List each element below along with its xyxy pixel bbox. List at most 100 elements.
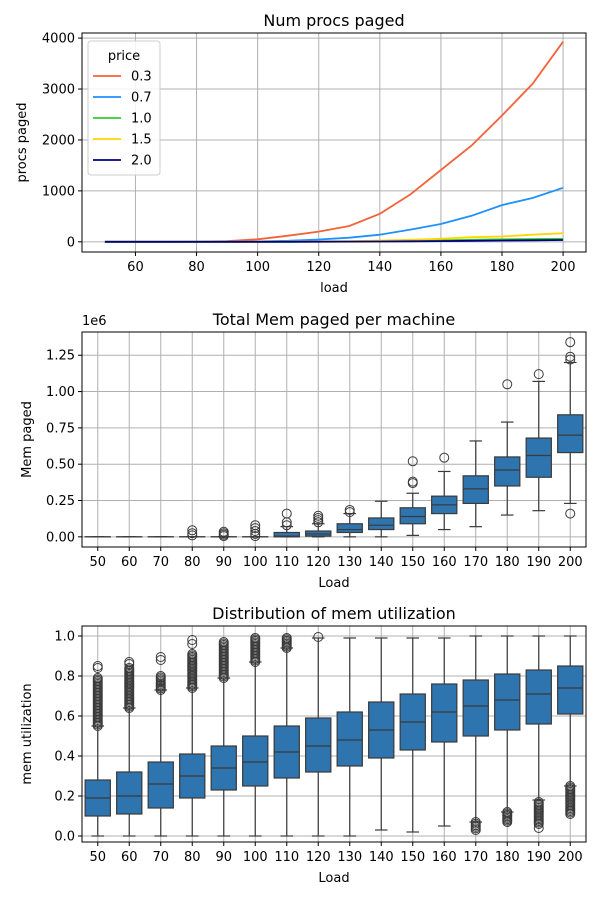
y-tick-label: 0.2 (54, 790, 75, 805)
x-tick-label: 120 (306, 260, 331, 275)
box-body (242, 735, 269, 787)
box-160 (431, 637, 458, 827)
box-100 (242, 633, 269, 837)
outlier-point (218, 637, 229, 647)
box-body (336, 523, 363, 534)
box-160 (431, 452, 458, 531)
x-tick-label: 120 (306, 555, 331, 570)
outlier-point (281, 633, 292, 643)
outlier-point (124, 663, 135, 673)
x-tick-label: 150 (400, 555, 425, 570)
x-tick-label: 130 (337, 555, 362, 570)
box-140 (368, 637, 395, 831)
box-body (462, 679, 489, 737)
box-120 (305, 632, 332, 837)
outlier-point (470, 817, 481, 827)
legend-title: price (108, 49, 140, 64)
outlier-point (92, 673, 103, 683)
outlier-point (187, 649, 198, 659)
x-tick-label: 200 (551, 260, 576, 275)
legend-label: 1.5 (131, 133, 152, 148)
y-tick-label: 0.0 (54, 830, 75, 845)
x-tick-label: 140 (367, 260, 392, 275)
x-tick-label: 180 (495, 555, 520, 570)
box-110 (273, 633, 300, 837)
box-130 (336, 504, 363, 538)
outlier-point (250, 520, 261, 531)
legend-label: 1.0 (131, 112, 152, 127)
x-tick-label: 180 (490, 260, 515, 275)
outlier-point (313, 510, 324, 521)
panel-1: 0 1000 2000 3000 4000 60 80 100 120 140 160 180 200 N… (15, 11, 587, 296)
legend-label: 2.0 (131, 154, 152, 169)
y-tick-label: 0.4 (54, 750, 75, 765)
outlier-point (407, 476, 418, 487)
box-body (557, 414, 584, 454)
chart-title: Total Mem paged per machine (212, 310, 455, 329)
x-tick-label: 200 (558, 850, 583, 865)
x-tick-label: 100 (243, 850, 268, 865)
x-tick-label: 80 (184, 850, 201, 865)
x-tick-label: 80 (184, 555, 201, 570)
panel-2: 0.00 0.25 0.50 0.75 1.00 1.25 50 60 70 80 90 100 110… (20, 310, 587, 591)
x-tick-label: 60 (121, 555, 138, 570)
x-tick-label: 160 (432, 555, 457, 570)
box-60 (116, 657, 143, 837)
x-axis-label: Load (318, 871, 349, 886)
x-tick-label: 60 (127, 260, 144, 275)
box-180 (494, 635, 521, 827)
x-axis-label: Load (318, 576, 349, 591)
y-tick-label: 1.0 (54, 630, 75, 645)
box-body (462, 475, 489, 505)
box-110 (273, 508, 300, 538)
x-tick-label: 70 (152, 850, 169, 865)
outlier-point (344, 504, 355, 515)
x-tick-label: 140 (369, 850, 394, 865)
box-180 (494, 379, 521, 516)
box-150 (399, 637, 426, 833)
box-body (431, 683, 458, 743)
x-tick-label: 190 (526, 555, 551, 570)
y-axis-label: Mem paged (20, 401, 35, 478)
axes-frame (81, 331, 587, 548)
series-line-2.0 (104, 239, 564, 243)
outlier-point (124, 657, 135, 667)
y-tick-label: 0 (67, 235, 75, 250)
outlier-point (313, 632, 324, 642)
outlier-point (502, 807, 513, 817)
legend-label: 0.3 (131, 70, 152, 85)
x-tick-label: 90 (215, 555, 232, 570)
box-80 (179, 525, 206, 541)
box-body (368, 517, 395, 531)
outlier-point (250, 523, 261, 534)
x-tick-label: 190 (526, 850, 551, 865)
x-tick-label: 70 (152, 555, 169, 570)
y-tick-label: 0.25 (46, 494, 75, 509)
x-tick-label: 110 (274, 850, 299, 865)
y-tick-label: 1.00 (46, 385, 75, 400)
series-line-0.7 (104, 186, 564, 243)
x-tick-label: 130 (337, 850, 362, 865)
x-tick-label: 180 (495, 850, 520, 865)
legend-box (87, 40, 161, 176)
y-tick-label: 3000 (42, 83, 75, 98)
y-axis-label: procs paged (15, 102, 30, 182)
box-body (147, 761, 174, 809)
outlier-point (565, 337, 576, 348)
x-tick-label: 140 (369, 555, 394, 570)
x-tick-label: 110 (274, 555, 299, 570)
outlier-point (565, 508, 576, 519)
box-body (525, 669, 552, 725)
x-tick-label: 60 (121, 850, 138, 865)
y-tick-label: 1000 (42, 184, 75, 199)
box-200 (557, 337, 584, 519)
legend: price 0.3 0.7 1.0 1.5 2.0 (87, 40, 161, 176)
box-130 (336, 637, 363, 837)
axes-frame (81, 32, 587, 253)
outlier-point (155, 652, 166, 662)
outlier-point (439, 452, 450, 463)
box-190 (525, 635, 552, 833)
outlier-point (218, 526, 229, 537)
axes-frame (81, 625, 587, 843)
y-axis-label: mem utilization (20, 683, 35, 784)
